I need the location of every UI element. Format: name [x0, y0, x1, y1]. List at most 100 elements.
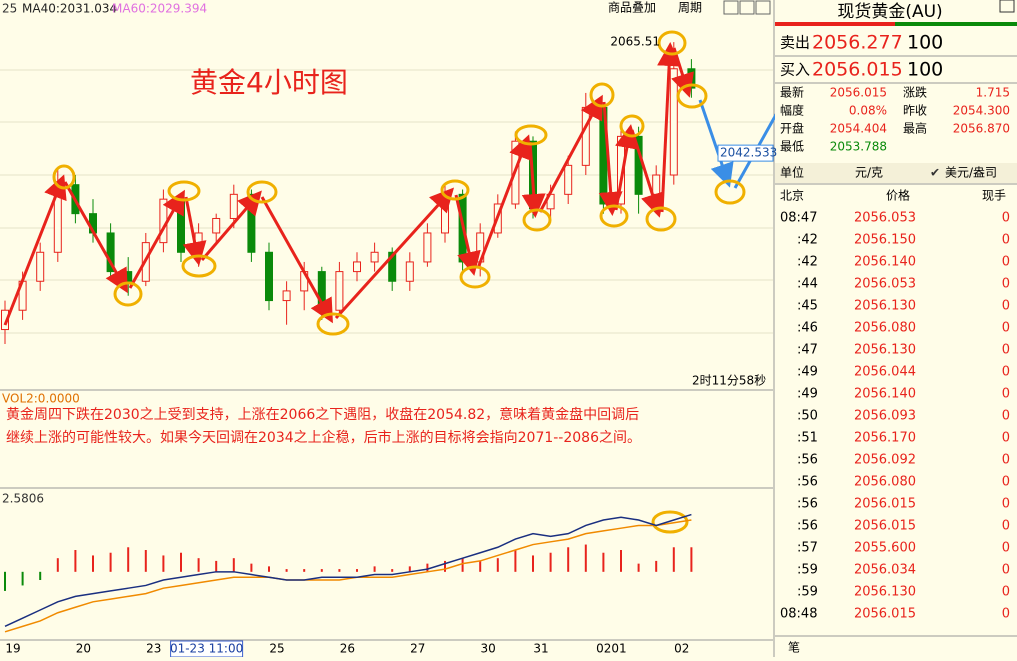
candle-body [405, 261, 414, 282]
trade-price: 2056.034 [854, 563, 916, 578]
trade-vol: 0 [1002, 475, 1010, 490]
trade-price: 2056.044 [854, 365, 916, 380]
quote-cell: 最新 [780, 85, 804, 100]
trade-price: 2056.130 [854, 585, 916, 600]
buy-vol: 100 [907, 59, 943, 81]
trade-vol: 0 [1002, 519, 1010, 534]
quote-cell: 昨收 [903, 104, 927, 118]
bar-green [895, 22, 1017, 26]
trade-time: 08:47 [780, 211, 817, 226]
trade-vol: 0 [1002, 211, 1010, 226]
quote-cell: 2056.015 [830, 86, 887, 100]
trade-header: 现手 [982, 189, 1006, 203]
candle-body [36, 251, 45, 282]
trade-time: :59 [797, 585, 818, 600]
x-tick-label: 27 [410, 642, 425, 656]
candle-body [652, 174, 661, 195]
buy-label: 买入 [780, 61, 810, 79]
trade-price: 2056.015 [854, 607, 916, 622]
unit-alt[interactable]: 美元/盎司 [945, 166, 997, 180]
quote-cell: 2056.870 [953, 122, 1010, 136]
trade-vol: 0 [1002, 233, 1010, 248]
trade-time: :56 [797, 497, 818, 512]
toolbar [0, 0, 775, 18]
candle-body [229, 193, 238, 219]
trade-time: :56 [797, 519, 818, 534]
trade-time: :56 [797, 475, 818, 490]
trade-price: 2056.130 [854, 299, 916, 314]
candle-body [282, 290, 291, 302]
candle-body [177, 198, 185, 253]
quote-cell: 2054.300 [953, 104, 1010, 118]
commentary-line: 黄金周四下跌在2030之上受到支持，上涨在2066之下遇阻，收盘在2054.82… [6, 406, 639, 423]
trade-price: 2056.150 [854, 233, 916, 248]
trade-vol: 0 [1002, 343, 1010, 358]
trade-vol: 0 [1002, 321, 1010, 336]
trade-price: 2056.140 [854, 387, 916, 402]
trade-vol: 0 [1002, 497, 1010, 512]
buy-price: 2056.015 [812, 59, 903, 81]
trade-price: 2056.140 [854, 255, 916, 270]
unit-row [775, 163, 1017, 183]
x-tick-label: 19 [5, 642, 20, 656]
quote-cell: 0.08% [849, 104, 887, 118]
quote-cell: 涨跌 [903, 85, 927, 100]
candle-body [370, 251, 379, 263]
trade-vol: 0 [1002, 431, 1010, 446]
trade-time: :49 [797, 365, 818, 380]
bar-red [775, 22, 895, 26]
trade-vol: 0 [1002, 277, 1010, 292]
trade-time: 08:48 [780, 607, 817, 622]
toolbar-icons [723, 0, 771, 15]
trade-price: 2056.130 [854, 343, 916, 358]
period-button[interactable]: 周期 [678, 1, 702, 15]
quote-cell: 1.715 [976, 86, 1010, 100]
trade-vol: 0 [1002, 255, 1010, 270]
unit-check: ✔ [930, 166, 940, 180]
quote-cell: 开盘 [780, 121, 804, 136]
overlay-button[interactable]: 商品叠加 [608, 0, 656, 15]
quote-cell: 最低 [780, 140, 804, 154]
trade-vol: 0 [1002, 607, 1010, 622]
countdown: 2时11分58秒 [692, 374, 766, 388]
trade-vol: 0 [1002, 409, 1010, 424]
candle-body [564, 164, 573, 195]
trade-price: 2056.053 [854, 277, 916, 292]
price-tag-label: 2042.533 [720, 146, 777, 160]
trade-time: :45 [797, 299, 818, 314]
x-tick-label: 02 [674, 642, 689, 656]
quote-cell: 2054.404 [830, 122, 887, 136]
x-tick-label: 30 [481, 642, 496, 656]
ma40: MA40:2031.034 [22, 2, 117, 16]
annotations [3, 0, 847, 534]
candle-body [423, 232, 432, 263]
trade-price: 2056.080 [854, 321, 916, 336]
trade-price: 2056.093 [854, 409, 916, 424]
sell-price: 2056.277 [812, 32, 903, 54]
high-marker: 2065.51 [610, 35, 660, 49]
indicator-line [4, 513, 692, 628]
indicator-line [4, 519, 692, 633]
trade-header: 北京 [780, 189, 804, 203]
unit[interactable]: 元/克 [855, 166, 883, 180]
quote-title: 现货黄金(AU) [837, 2, 942, 22]
trade-price: 2056.015 [854, 519, 916, 534]
ma-prefix: 25 [2, 2, 17, 16]
candle-body [581, 106, 590, 166]
sell-vol: 100 [907, 32, 943, 54]
trade-time: :49 [797, 387, 818, 402]
tab-label[interactable]: 笔 [788, 640, 800, 655]
ma60: MA60:2029.394 [112, 2, 207, 16]
trade-time: :57 [797, 541, 818, 556]
trade-price: 2055.600 [854, 541, 916, 556]
trade-vol: 0 [1002, 299, 1010, 314]
indicator-label: 2.5806 [2, 492, 44, 506]
candle-body [353, 261, 361, 273]
window-icon[interactable] [999, 0, 1015, 13]
quote-cell: 最高 [903, 121, 927, 136]
candle-body [335, 271, 344, 311]
price-tag [717, 144, 774, 162]
trade-header: 价格 [886, 188, 910, 203]
